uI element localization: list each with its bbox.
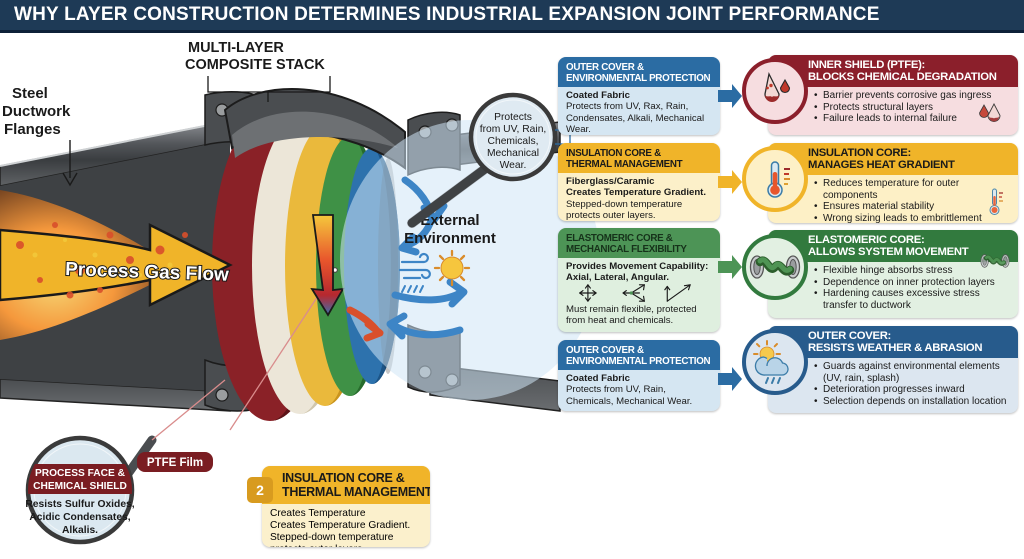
svg-text:PTFE Film: PTFE Film [147,457,203,469]
svg-text:Environment: Environment [404,230,496,247]
svg-text:Alkalis.: Alkalis. [62,525,98,536]
svg-text:Flanges: Flanges [4,121,61,138]
svg-text:MULTI-LAYER: MULTI-LAYER [188,40,284,56]
svg-text:CHEMICAL SHIELD: CHEMICAL SHIELD [33,481,127,492]
svg-text:Wear.: Wear. [500,160,527,171]
svg-text:from UV, Rain,: from UV, Rain, [480,124,547,135]
svg-text:Mechanical: Mechanical [487,148,539,159]
svg-text:Steel: Steel [12,85,48,102]
svg-text:COMPOSITE STACK: COMPOSITE STACK [185,57,325,73]
svg-text:Acidic Condensates,: Acidic Condensates, [29,512,130,523]
svg-text:Resists Sulfur Oxides,: Resists Sulfur Oxides, [25,499,134,510]
svg-text:Ductwork: Ductwork [2,103,71,120]
svg-text:Protects: Protects [494,112,532,123]
svg-text:PROCESS FACE &: PROCESS FACE & [35,468,126,479]
svg-text:Chemicals,: Chemicals, [488,136,539,147]
